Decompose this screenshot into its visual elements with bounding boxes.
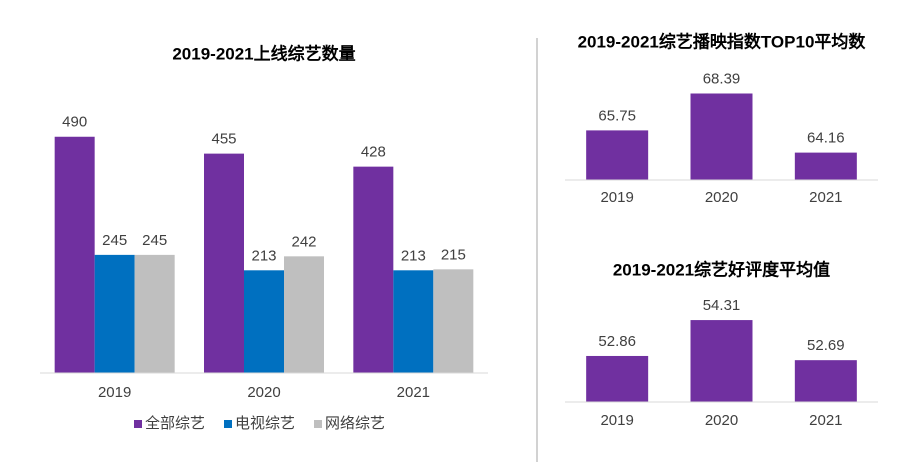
data-label: 215 <box>441 246 466 263</box>
legend-label: 全部综艺 <box>145 414 205 432</box>
bar <box>794 152 857 180</box>
bar <box>54 136 95 373</box>
data-label: 245 <box>142 232 167 249</box>
bar <box>134 254 175 373</box>
data-label: 428 <box>361 144 386 161</box>
x-tick-label: 2020 <box>247 384 280 401</box>
bar <box>690 93 753 180</box>
data-label: 245 <box>102 232 127 249</box>
data-label: 455 <box>211 131 236 148</box>
data-label: 52.86 <box>598 333 636 350</box>
x-tick-label: 2019 <box>98 384 131 401</box>
bar <box>284 256 324 373</box>
bar <box>586 130 649 180</box>
data-label: 213 <box>251 247 276 264</box>
chart-title: 2019-2021综艺播映指数TOP10平均数 <box>578 31 867 51</box>
data-label: 242 <box>291 233 316 250</box>
bar <box>690 320 753 402</box>
data-label: 213 <box>401 247 426 264</box>
x-tick-label: 2021 <box>809 189 842 206</box>
x-tick-label: 2020 <box>705 412 738 429</box>
bar <box>794 360 857 402</box>
x-tick-label: 2020 <box>705 189 738 206</box>
chart-title: 2019-2021上线综艺数量 <box>172 43 355 63</box>
legend-label: 电视综艺 <box>235 415 295 432</box>
bar <box>244 270 284 373</box>
x-tick-label: 2021 <box>397 384 430 401</box>
x-tick-label: 2019 <box>600 189 633 206</box>
data-label: 490 <box>62 114 87 131</box>
bar <box>586 355 649 402</box>
bar <box>353 166 394 373</box>
chart-title: 2019-2021综艺好评度平均值 <box>613 259 830 279</box>
legend-swatch <box>314 420 322 428</box>
legend-label: 网络综艺 <box>325 415 385 432</box>
bar <box>94 254 135 373</box>
x-tick-label: 2019 <box>600 412 633 429</box>
data-label: 64.16 <box>807 130 845 147</box>
legend-swatch <box>224 420 232 428</box>
legend-swatch <box>134 420 142 428</box>
data-label: 52.69 <box>807 337 845 354</box>
x-tick-label: 2021 <box>809 412 842 429</box>
bar <box>393 270 434 373</box>
data-label: 68.39 <box>703 70 741 87</box>
data-label: 54.31 <box>703 297 741 314</box>
bar <box>433 269 474 373</box>
data-label: 65.75 <box>598 107 636 124</box>
bar <box>204 153 244 373</box>
